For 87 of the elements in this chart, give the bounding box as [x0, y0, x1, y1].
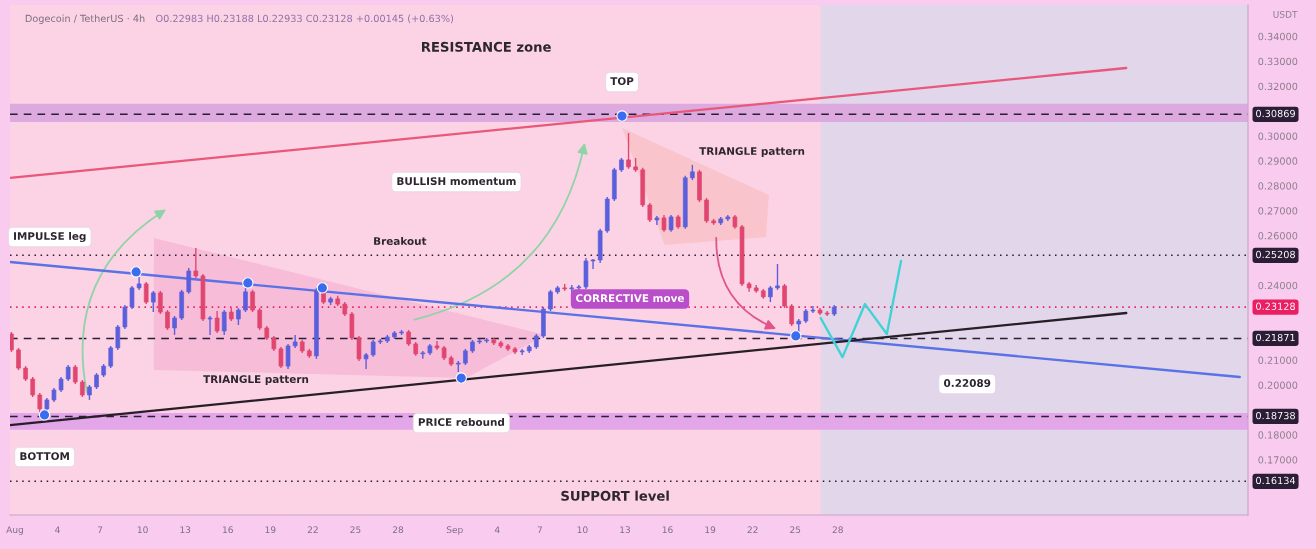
annotation: RESISTANCE zone — [422, 41, 551, 52]
candlestick — [548, 289, 553, 312]
x-tick-label: 13 — [180, 526, 191, 534]
x-tick-label: 28 — [392, 526, 404, 534]
x-tick-label: 25 — [350, 526, 361, 534]
candlestick — [165, 309, 170, 331]
y-tick-label: 0.18000 — [1258, 431, 1298, 439]
candlestick — [115, 324, 121, 351]
candlestick — [186, 267, 192, 295]
y-tick-label: 0.30000 — [1258, 132, 1298, 140]
x-tick-label: 7 — [97, 526, 103, 533]
candlestick — [108, 345, 114, 369]
candlestick — [363, 352, 369, 370]
candlestick — [775, 263, 780, 291]
annotation: BULLISH momentum — [397, 177, 516, 186]
y-tick-label: 0.33000 — [1258, 57, 1298, 66]
y-tick-label: 0.34000 — [1258, 32, 1298, 41]
candlestick — [72, 364, 78, 385]
y-axis-title: USDT — [1273, 10, 1298, 18]
candlestick — [250, 289, 255, 313]
candlestick — [257, 307, 262, 331]
y-tick-label: 0.20000 — [1258, 381, 1298, 389]
x-tick-label: 19 — [265, 526, 276, 534]
ref-line-label: 0.16134 — [1256, 476, 1296, 485]
annotation: IMPULSE leg — [14, 231, 86, 243]
ref-line-label: 0.30869 — [1256, 109, 1295, 118]
x-tick-label: 4 — [55, 526, 60, 533]
y-tick-label: 0.28000 — [1258, 182, 1298, 190]
y-tick-label: 0.24000 — [1258, 281, 1298, 290]
candlestick — [349, 311, 355, 341]
annotation: BOTTOM — [20, 452, 69, 461]
candlestick — [704, 197, 709, 224]
x-tick-label: 22 — [747, 526, 758, 533]
y-tick-label: 0.27000 — [1258, 207, 1298, 215]
text: O0.22983 H0.23188 L0.22933 C0.23128 +0.00145 (+0.63%) — [156, 14, 454, 24]
x-tick-label: 13 — [620, 526, 630, 534]
candlestick — [30, 376, 35, 398]
x-tick-label: 25 — [790, 526, 801, 534]
candlestick — [626, 132, 631, 170]
x-tick-label: 10 — [577, 526, 588, 534]
annotation: TOP — [610, 77, 634, 86]
candlestick — [10, 331, 14, 353]
candlestick — [37, 392, 43, 414]
candlestick — [143, 281, 149, 305]
x-tick-label: 28 — [832, 526, 843, 534]
candlestick — [647, 202, 653, 223]
candlestick — [285, 343, 291, 370]
x-tick-label: 19 — [705, 526, 716, 534]
candlestick — [16, 347, 21, 371]
x-tick-label: 4 — [494, 526, 500, 533]
annotation: 0.22089 — [944, 379, 991, 387]
annotation: Breakout — [374, 236, 427, 246]
text: Dogecoin / TetherUS · 4h — [25, 14, 145, 24]
ref-line-label: 0.23128 — [1256, 302, 1295, 310]
annotation: CORRECTIVE move — [576, 294, 684, 303]
x-tick-label: 16 — [662, 526, 673, 534]
candlestick — [172, 315, 177, 336]
x-tick-label: 16 — [223, 526, 233, 534]
annotation: TRIANGLE pattern — [699, 147, 805, 158]
candlestick — [420, 350, 426, 360]
x-tick-label: Sep — [446, 526, 463, 535]
candlestick — [207, 315, 213, 336]
candlestick — [789, 303, 794, 327]
ref-line-label: 0.18738 — [1256, 411, 1295, 420]
y-tick-label: 0.26000 — [1258, 232, 1298, 240]
candlestick — [782, 283, 787, 309]
y-tick-label: 0.17000 — [1258, 456, 1298, 464]
ref-line-label: 0.21871 — [1256, 333, 1295, 342]
candlestick — [356, 335, 362, 362]
x-tick-label: 7 — [537, 526, 542, 533]
ref-line-label: 0.25208 — [1256, 250, 1295, 259]
annotation: SUPPORT level — [561, 490, 669, 501]
x-tick-label: 10 — [137, 526, 148, 534]
candlestick — [193, 247, 199, 279]
y-tick-label: 0.29000 — [1258, 157, 1298, 165]
x-tick-label: 22 — [307, 526, 318, 533]
candlestick — [243, 287, 248, 313]
x-tick-label: Aug — [6, 526, 23, 535]
annotation: PRICE rebound — [418, 417, 505, 427]
candlestick — [221, 309, 227, 336]
candlestick — [150, 290, 156, 313]
candlestick — [278, 346, 284, 369]
y-tick-label: 0.32000 — [1258, 82, 1298, 91]
candlestick — [214, 310, 220, 334]
candlestick — [158, 290, 163, 315]
annotation: TRIANGLE pattern — [203, 375, 309, 386]
y-tick-label: 0.21000 — [1258, 356, 1298, 364]
